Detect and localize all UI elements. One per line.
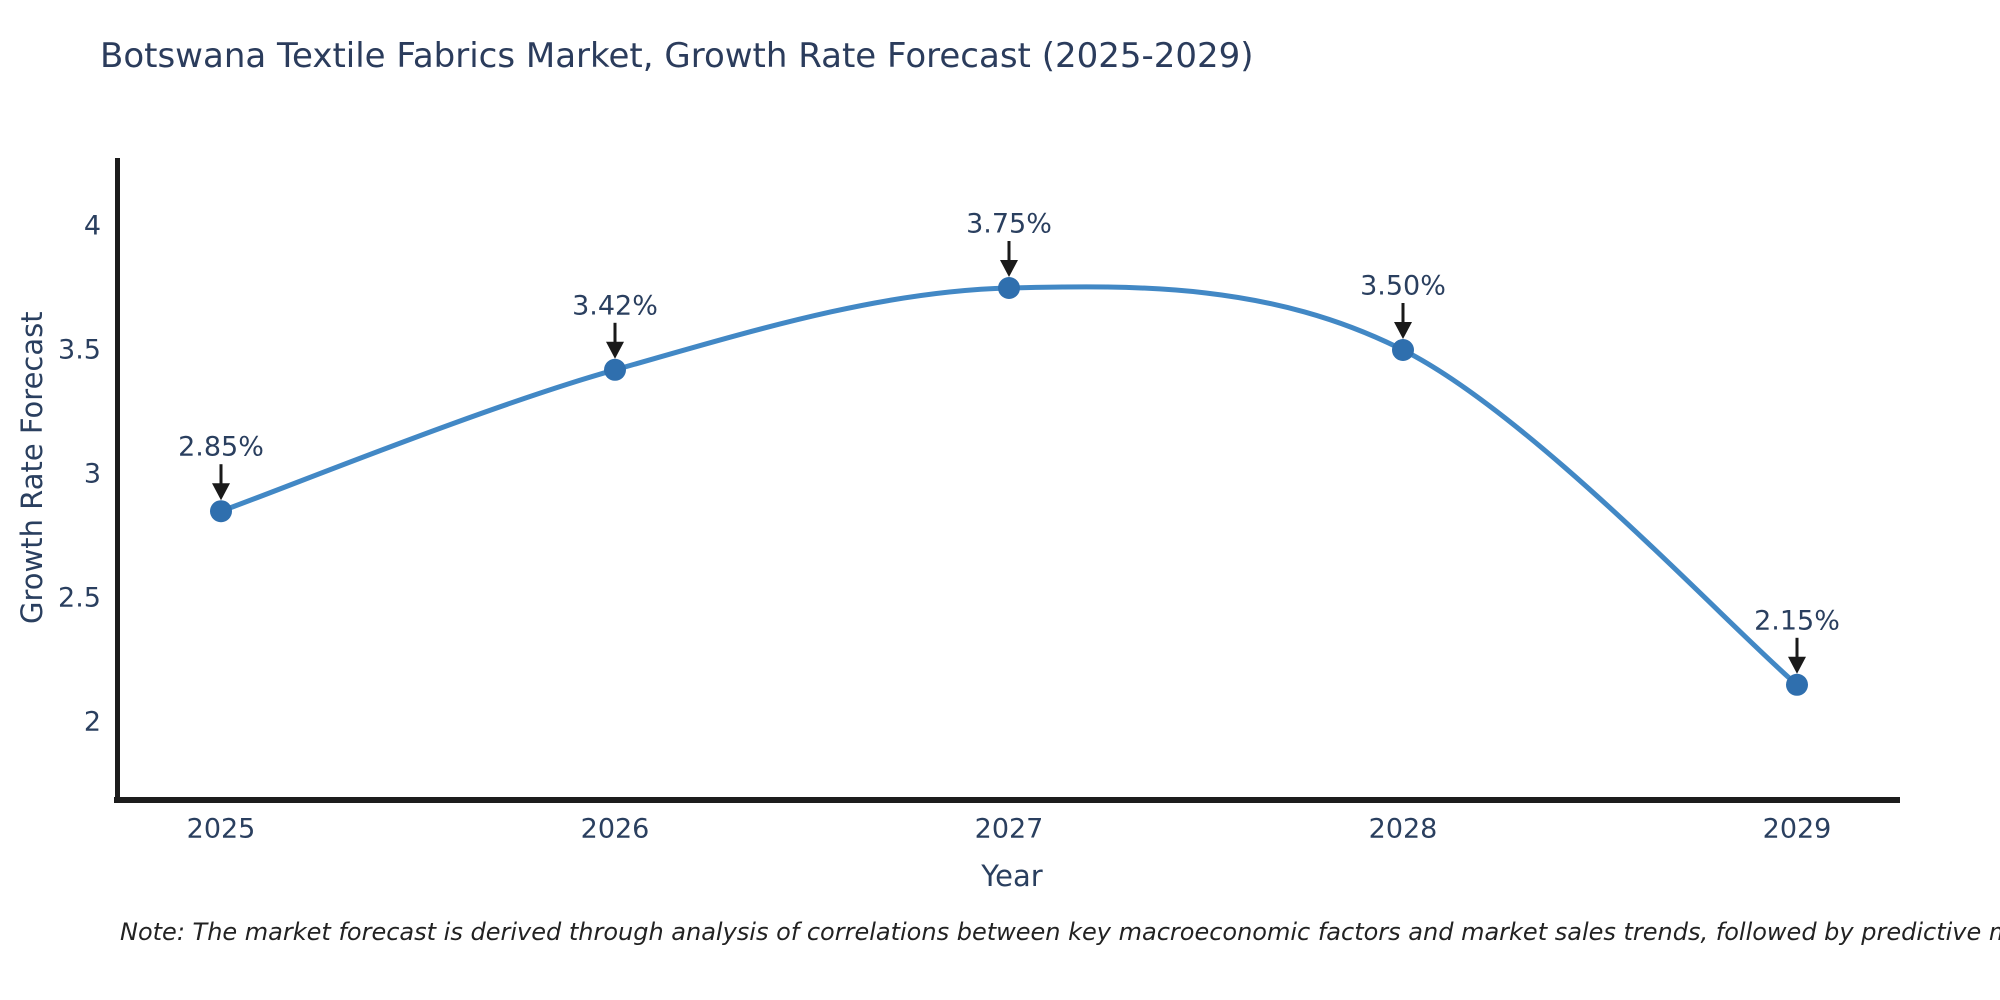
y-axis-tick-label: 2.5	[58, 582, 101, 614]
annotation-arrowhead	[1788, 656, 1806, 674]
x-axis-tick-label: 2029	[1762, 813, 1832, 845]
data-point-label: 2.85%	[178, 431, 264, 463]
data-point-label: 3.42%	[572, 290, 658, 322]
annotation-arrowhead	[212, 483, 230, 501]
y-axis-tick-label: 3.5	[58, 334, 101, 366]
data-point-marker	[1392, 339, 1414, 361]
x-axis-title: Year	[981, 859, 1043, 893]
y-axis-tick-label: 2	[83, 706, 101, 738]
data-point-marker	[210, 500, 232, 523]
x-axis-tick-label: 2027	[974, 813, 1044, 845]
annotation-arrowhead	[606, 341, 624, 359]
footnote: Note: The market forecast is derived thr…	[120, 918, 2000, 946]
data-point-marker	[1786, 673, 1808, 696]
y-axis-tick-label: 3	[83, 458, 101, 490]
chart-title: Botswana Textile Fabrics Market, Growth …	[100, 36, 1254, 76]
data-point-marker	[998, 277, 1020, 299]
y-axis-tick-label: 4	[83, 210, 101, 242]
x-axis-tick-label: 2026	[580, 813, 650, 845]
data-point-label: 3.75%	[966, 208, 1052, 240]
x-axis-tick-label: 2025	[186, 813, 256, 845]
x-axis-tick-label: 2028	[1368, 813, 1438, 845]
data-point-marker	[604, 358, 626, 381]
annotation-arrowhead	[1394, 322, 1412, 339]
forecast-line	[218, 284, 1800, 688]
annotation-arrowhead	[1000, 260, 1018, 277]
data-point-label: 3.50%	[1360, 270, 1446, 302]
data-point-label: 2.15%	[1754, 605, 1840, 637]
